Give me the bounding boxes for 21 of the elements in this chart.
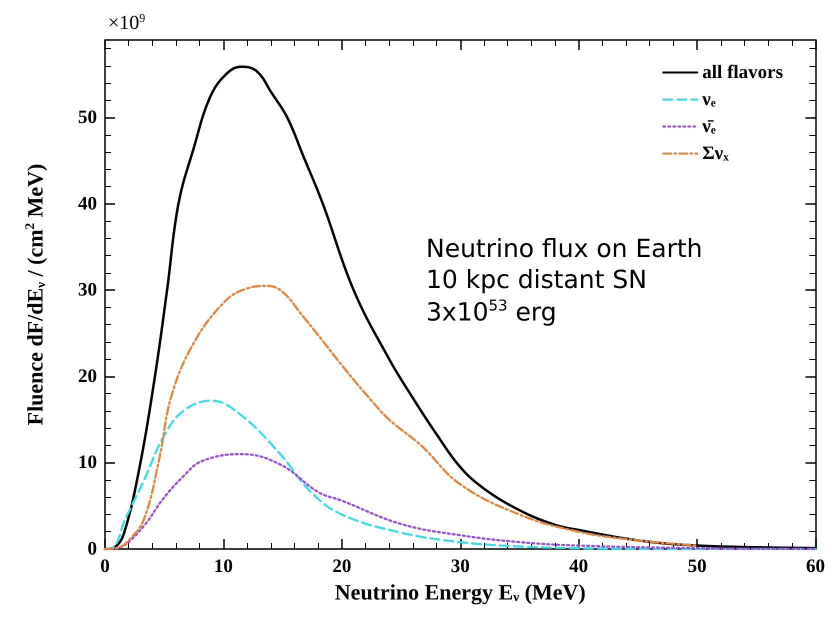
y-tick-label: 40 — [78, 193, 97, 214]
x-tick-label: 20 — [332, 556, 352, 577]
x-tick-label: 30 — [450, 556, 470, 577]
x-tick-label: 40 — [569, 556, 588, 577]
legend-label: all flavors — [702, 62, 784, 83]
y-tick-label: 10 — [78, 452, 97, 474]
annotation: 10 kpc distant SN — [426, 265, 647, 294]
legend-label: ν̄e — [701, 116, 716, 137]
y-tick-label: 0 — [88, 538, 97, 560]
x-tick-label: 60 — [806, 556, 825, 577]
x-tick-label: 50 — [688, 556, 707, 577]
x-axis-title: Neutrino Energy Eν (MeV) — [334, 579, 586, 604]
annotation: Neutrino flux on Earth — [426, 234, 703, 263]
x-tick-label: 0 — [100, 556, 110, 577]
y-tick-label: 20 — [78, 366, 97, 387]
legend-label: νe — [701, 89, 716, 110]
legend-label: Σνx — [702, 143, 730, 164]
y-tick-label: 50 — [78, 107, 97, 128]
y-tick-label: 30 — [78, 280, 97, 301]
x-tick-label: 10 — [214, 556, 233, 577]
y-axis-title: Fluence dF/dEν / (cm2 MeV) — [22, 164, 48, 426]
